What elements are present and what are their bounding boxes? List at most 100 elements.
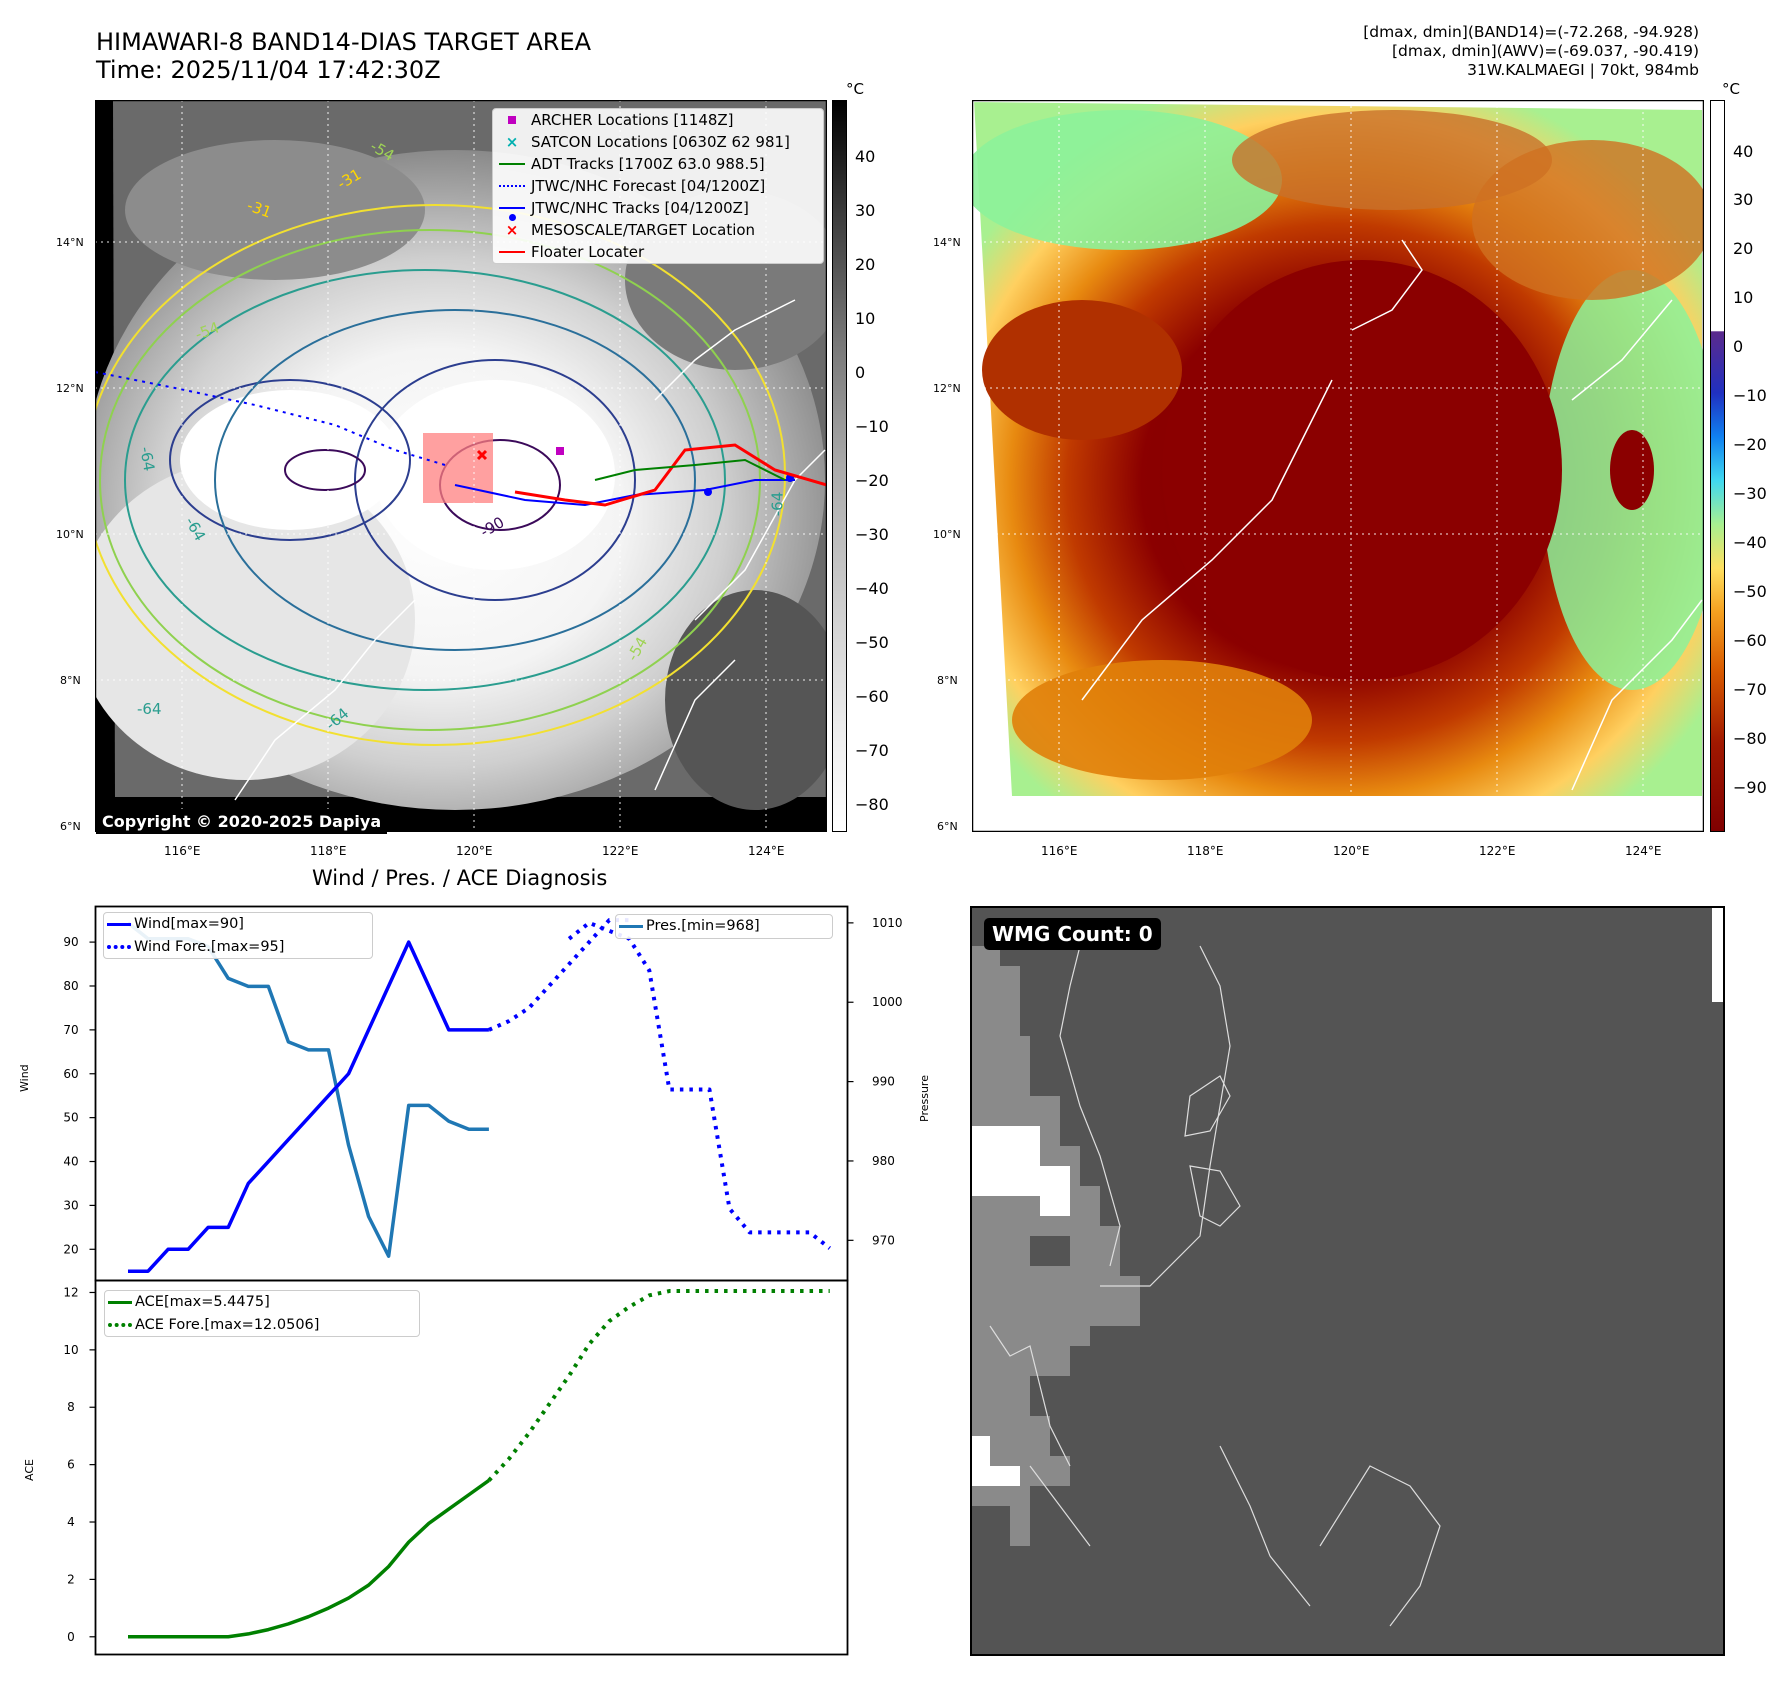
legend-item-ace: ACE[max=5.4475] (105, 1291, 419, 1314)
legend-item-satcon: × SATCON Locations [0630Z 62 981] (493, 131, 823, 153)
archer-marker (556, 447, 564, 455)
colorbar-tick: −20 (855, 471, 889, 490)
ace-ylabel: ACE (23, 1459, 36, 1481)
colorbar-tick: 10 (1733, 288, 1754, 307)
square-marker-icon (493, 116, 531, 124)
contour-label: -64 (137, 700, 162, 718)
lat-label: 12°N (933, 382, 961, 395)
stats-storm: 31W.KALMAEGI | 70kt, 984mb (1467, 61, 1699, 79)
lat-label: 10°N (56, 528, 84, 541)
ace-axis-tick-label: 4 (67, 1515, 75, 1529)
lon-label: 122°E (1479, 844, 1516, 858)
ace-axis-tick-label: 6 (67, 1458, 75, 1472)
colorbar-tick: −10 (855, 417, 889, 436)
dotted-line-icon (105, 1322, 135, 1327)
colorbar-tick: 30 (855, 201, 876, 220)
awv-colorbar-unit: °C (1722, 80, 1740, 98)
legend-item-wind: Wind[max=90] (104, 913, 372, 936)
wmg-map-panel: WMG Count: 0 (970, 906, 1725, 1656)
ace-axis: 0 2 4 6 8 10 12 (63, 1285, 96, 1644)
legend-label: ADT Tracks [1700Z 63.0 988.5] (531, 155, 765, 173)
line-marker-icon (493, 251, 531, 253)
ace-axis-tick-label: 2 (67, 1572, 75, 1586)
legend-item-target: × MESOSCALE/TARGET Location (493, 219, 823, 241)
wind-axis-tick-label: 80 (63, 979, 78, 993)
ace-legend: ACE[max=5.4475] ACE Fore.[max=12.0506] (104, 1290, 420, 1338)
ace-axis-tick-label: 10 (63, 1343, 78, 1357)
lat-label: 6°N (937, 820, 958, 833)
colorbar-tick: −60 (855, 687, 889, 706)
awv-colorbar (1710, 100, 1725, 832)
stats-band14: [dmax, dmin](BAND14)=(-72.268, -94.928) (1363, 23, 1699, 41)
legend-label: SATCON Locations [0630Z 62 981] (531, 133, 790, 151)
lat-label: 6°N (60, 820, 81, 833)
colorbar-tick: 40 (1733, 142, 1754, 161)
legend-item-floater: Floater Locater (493, 241, 823, 263)
wind-axis-tick-label: 30 (63, 1198, 78, 1212)
line-marker-icon (105, 1300, 135, 1304)
legend-item-adt: ADT Tracks [1700Z 63.0 988.5] (493, 153, 823, 175)
figure-timestamp: Time: 2025/11/04 17:42:30Z (96, 56, 441, 84)
wind-line (128, 940, 489, 1273)
figure-title: HIMAWARI-8 BAND14-DIAS TARGET AREA (96, 28, 592, 56)
lat-label: 12°N (56, 382, 84, 395)
colorbar-tick: −40 (1733, 533, 1767, 552)
colorbar-tick: −10 (1733, 386, 1767, 405)
lon-label: 116°E (164, 844, 201, 858)
legend-label: Wind Fore.[max=95] (134, 938, 285, 955)
ir-colorbar (832, 100, 847, 832)
ace-axis-tick-label: 8 (67, 1400, 75, 1414)
x-marker-icon: × (505, 221, 519, 239)
lat-label: 10°N (933, 528, 961, 541)
ace-panel-frame (94, 1279, 849, 1656)
lat-label: 8°N (937, 674, 958, 687)
ace-line (128, 1479, 490, 1639)
colorbar-tick: 20 (855, 255, 876, 274)
line-marker-icon (104, 922, 134, 926)
diag-title: Wind / Pres. / ACE Diagnosis (312, 866, 608, 890)
ace-axis-tick-label: 12 (63, 1285, 78, 1299)
lon-label: 116°E (1041, 844, 1078, 858)
pressure-ylabel: Pressure (918, 1075, 931, 1122)
wmg-count-badge: WMG Count: 0 (984, 918, 1161, 950)
wind-axis-tick-label: 50 (63, 1111, 78, 1125)
legend-label: ARCHER Locations [1148Z] (531, 111, 734, 129)
pressure-axis-tick-label: 970 (872, 1233, 895, 1247)
wind-left-axis: 20 30 40 50 60 70 80 90 (63, 935, 96, 1256)
colorbar-tick: −80 (855, 795, 889, 814)
ir-legend: ARCHER Locations [1148Z] × SATCON Locati… (492, 108, 824, 264)
line-marker-icon (493, 163, 531, 165)
pressure-line (126, 921, 489, 1258)
line-dot-icon (493, 207, 531, 221)
pressure-axis-tick-label: 1000 (872, 995, 903, 1009)
copyright-label: Copyright © 2020-2025 Dapiya (96, 809, 388, 834)
lon-label: 122°E (602, 844, 639, 858)
pressure-axis-tick-label: 1010 (872, 916, 903, 930)
ir-colorbar-unit: °C (846, 80, 864, 98)
legend-item-archer: ARCHER Locations [1148Z] (493, 109, 823, 131)
line-marker-icon (616, 924, 646, 928)
x-marker-icon: × (505, 133, 519, 151)
legend-label: MESOSCALE/TARGET Location (531, 221, 756, 239)
colorbar-tick: 0 (855, 363, 866, 382)
colorbar-tick: 40 (855, 147, 876, 166)
legend-label: Floater Locater (531, 243, 645, 261)
dotted-line-icon (104, 944, 134, 949)
lon-label: 124°E (748, 844, 785, 858)
stats-awv: [dmax, dmin](AWV)=(-69.037, -90.419) (1392, 42, 1699, 60)
colorbar-tick: 30 (1733, 190, 1754, 209)
ace-forecast-line (487, 1289, 830, 1482)
wind-forecast-line (488, 918, 630, 1032)
target-marker (476, 449, 488, 461)
wind-ylabel: Wind (18, 1064, 31, 1092)
pressure-axis-tick-label: 990 (872, 1075, 895, 1089)
legend-label: JTWC/NHC Forecast [04/1200Z] (531, 177, 766, 195)
ace-axis-tick-label: 0 (67, 1630, 75, 1644)
colorbar-tick: −70 (855, 741, 889, 760)
colorbar-tick: −70 (1733, 680, 1767, 699)
colorbar-tick: 10 (855, 309, 876, 328)
pressure-forecast-line (567, 920, 831, 1250)
legend-label: ACE Fore.[max=12.0506] (135, 1316, 320, 1333)
legend-item-forecast: JTWC/NHC Forecast [04/1200Z] (493, 175, 823, 197)
legend-item-ace-forecast: ACE Fore.[max=12.0506] (105, 1314, 419, 1337)
